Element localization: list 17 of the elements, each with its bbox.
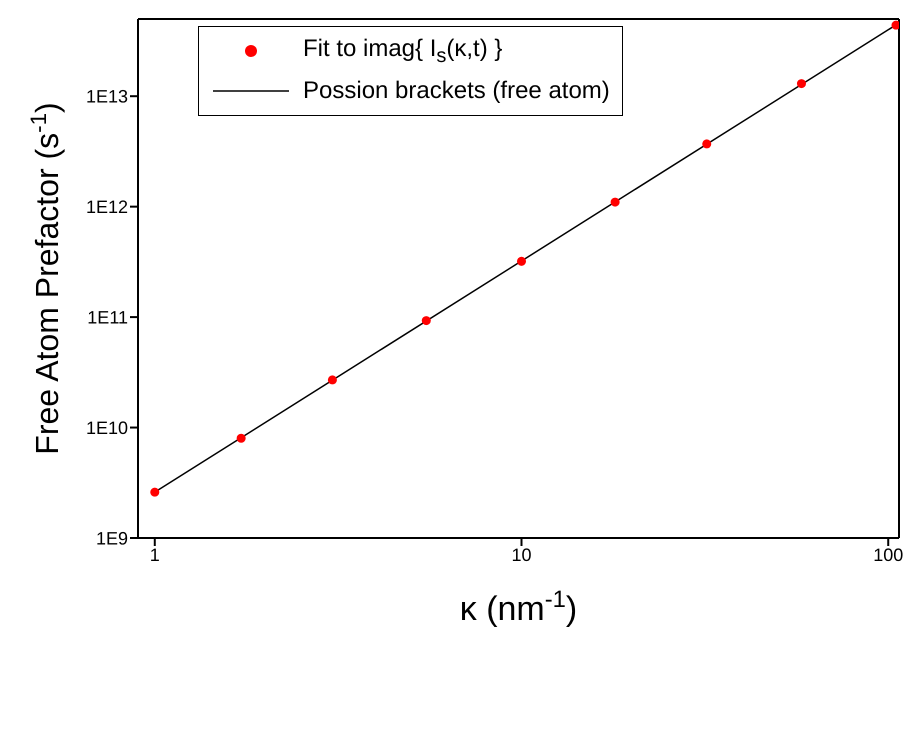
- legend-label: Fit to imag{ I$_{s}$(κ,t) }: [303, 34, 502, 68]
- y-tick-label: 1E10: [86, 418, 128, 438]
- x-tick-label: 10: [511, 544, 532, 565]
- point: [516, 256, 526, 266]
- point: [796, 79, 806, 88]
- point: [236, 434, 246, 443]
- point: [702, 139, 712, 148]
- x-tick-label: 1: [150, 544, 160, 565]
- x-axis-title: κ (nm$^{-1}$): [460, 586, 578, 628]
- y-tick-label: 1E12: [86, 197, 128, 218]
- x-tick-label: 100: [873, 544, 904, 565]
- y-tick-label: 1E13: [86, 86, 128, 107]
- y-tick-label: 1E9: [96, 528, 128, 548]
- point: [891, 20, 899, 30]
- legend-label: Possion brackets (free atom): [303, 77, 610, 105]
- y-tick-label: 1E11: [87, 307, 128, 328]
- point: [610, 198, 620, 207]
